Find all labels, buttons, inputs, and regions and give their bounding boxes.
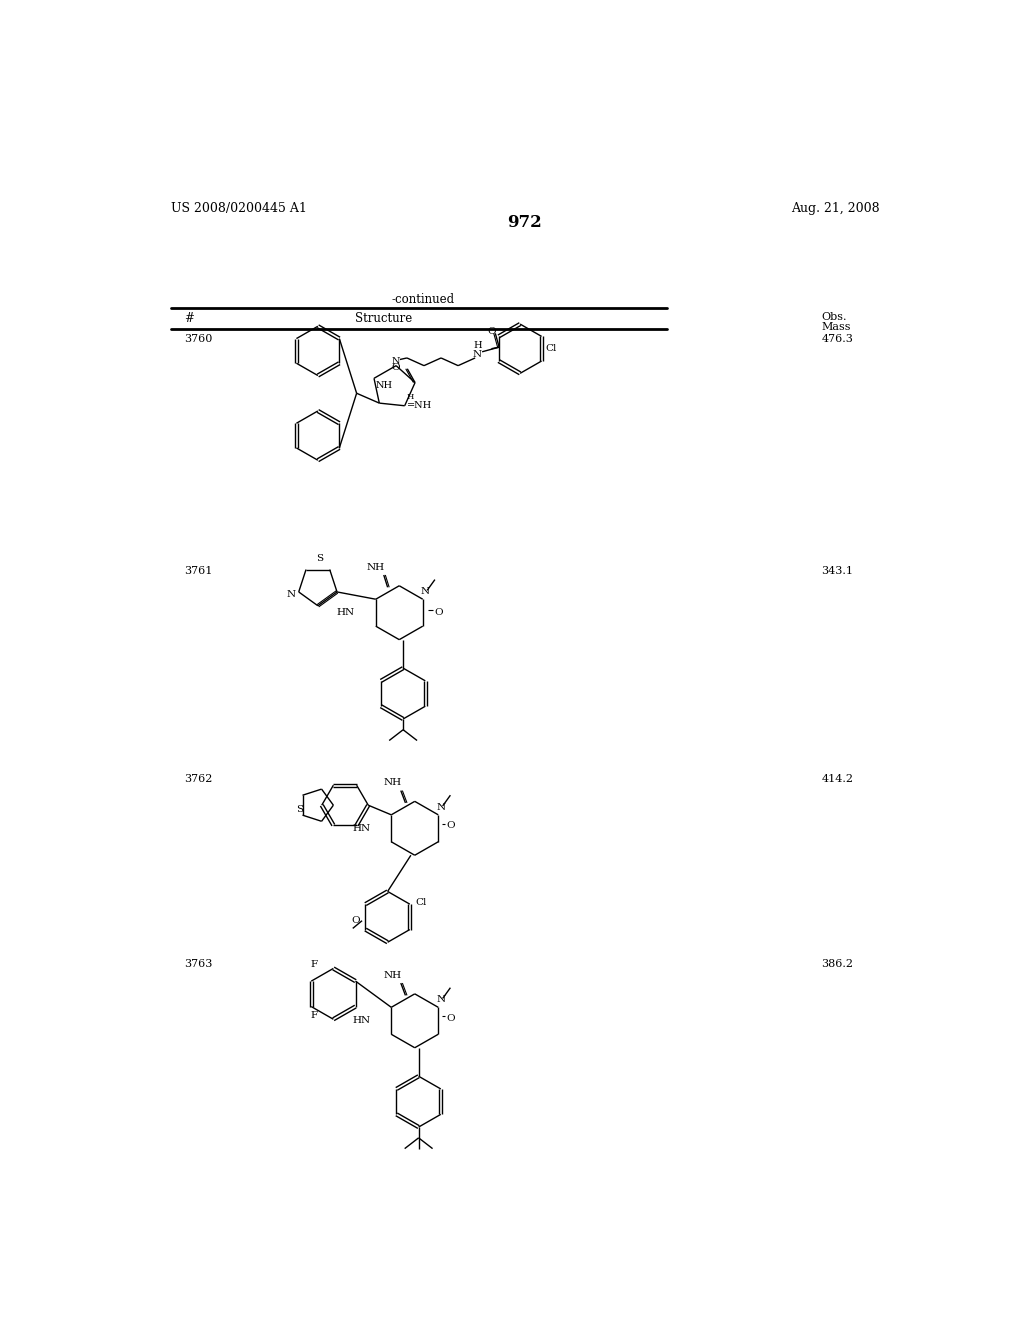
Text: NH: NH [384, 972, 402, 979]
Text: Obs.: Obs. [821, 313, 847, 322]
Text: 3760: 3760 [183, 334, 212, 345]
Text: 476.3: 476.3 [821, 334, 853, 345]
Text: US 2008/0200445 A1: US 2008/0200445 A1 [171, 202, 306, 215]
Text: Cl: Cl [416, 899, 427, 907]
Text: 3763: 3763 [183, 960, 212, 969]
Text: NH: NH [367, 562, 385, 572]
Text: N: N [473, 350, 482, 359]
Text: O: O [351, 916, 359, 925]
Text: O: O [434, 609, 442, 618]
Text: -continued: -continued [391, 293, 455, 306]
Text: O: O [487, 327, 496, 337]
Text: N: N [392, 358, 400, 366]
Text: Mass: Mass [821, 322, 851, 331]
Text: O: O [391, 363, 399, 372]
Text: HN: HN [352, 1016, 371, 1026]
Text: S: S [315, 553, 323, 562]
Text: 3762: 3762 [183, 775, 212, 784]
Text: H: H [407, 392, 415, 400]
Text: O: O [446, 1014, 455, 1023]
Text: O: O [446, 821, 455, 830]
Text: N: N [436, 995, 445, 1005]
Text: F: F [310, 960, 317, 969]
Text: 386.2: 386.2 [821, 960, 854, 969]
Text: HN: HN [337, 609, 355, 618]
Text: Cl: Cl [545, 345, 556, 354]
Text: =NH: =NH [407, 401, 432, 411]
Text: S: S [296, 805, 303, 813]
Text: 972: 972 [508, 214, 542, 231]
Text: F: F [310, 1011, 317, 1020]
Text: NH: NH [376, 381, 392, 391]
Text: N: N [421, 587, 430, 597]
Text: NH: NH [384, 779, 402, 788]
Text: Structure: Structure [355, 313, 413, 326]
Text: H: H [473, 341, 481, 350]
Text: 3761: 3761 [183, 566, 212, 577]
Text: #: # [183, 313, 194, 326]
Text: N: N [436, 803, 445, 812]
Text: HN: HN [352, 824, 371, 833]
Text: 414.2: 414.2 [821, 775, 854, 784]
Text: 343.1: 343.1 [821, 566, 854, 577]
Text: N: N [287, 590, 295, 599]
Text: Aug. 21, 2008: Aug. 21, 2008 [792, 202, 880, 215]
